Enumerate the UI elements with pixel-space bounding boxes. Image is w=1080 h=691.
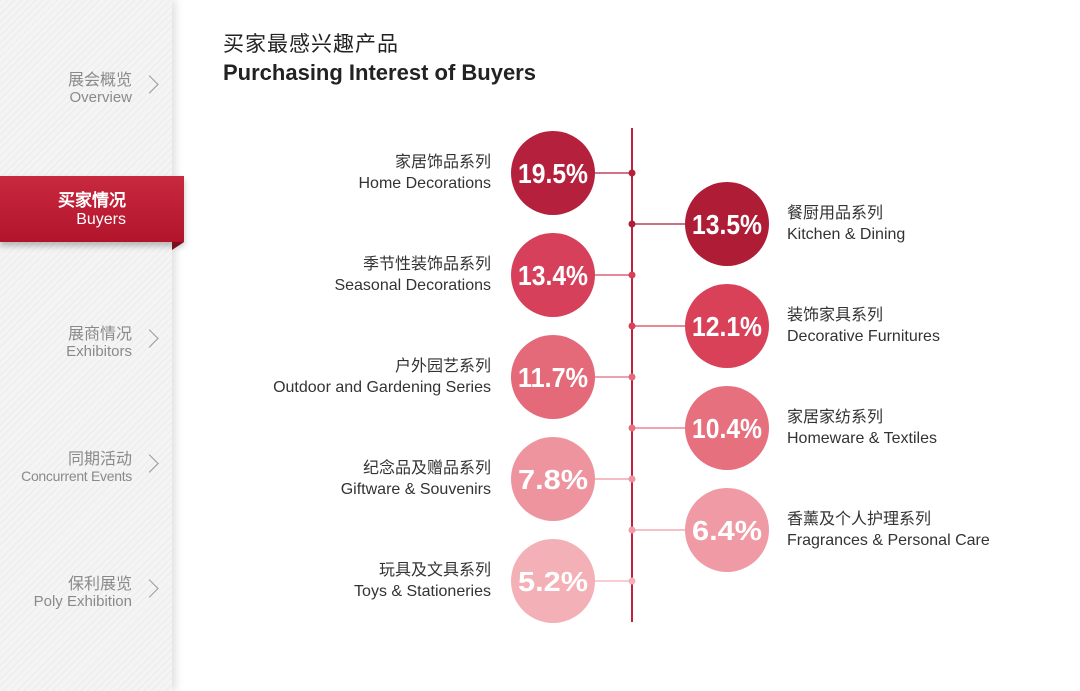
- category-label-en: Home Decorations: [358, 175, 492, 192]
- sidebar-item-label-en: Buyers: [76, 211, 126, 228]
- category-label-en: Kitchen & Dining: [787, 226, 906, 243]
- sidebar-item-concurrent-events[interactable]: 同期活动 Concurrent Events: [0, 437, 172, 497]
- category-label-en: Giftware & Souvenirs: [340, 481, 491, 498]
- sidebar-item-label-zh: 展商情况: [67, 324, 132, 343]
- category-label: 餐厨用品系列 Kitchen & Dining: [787, 202, 905, 246]
- bubble: [511, 131, 595, 215]
- category-label-zh: 餐厨用品系列: [787, 203, 884, 222]
- axis-dot: [628, 373, 636, 381]
- axis-dot: [628, 322, 636, 330]
- bubble: [511, 437, 595, 521]
- axis-dot: [628, 475, 636, 483]
- sidebar-item-label-en: Exhibitors: [66, 343, 132, 360]
- bubble: [685, 284, 769, 368]
- category-label: 玩具及文具系列 Toys & Stationeries: [354, 559, 491, 603]
- bubble: [511, 335, 595, 419]
- sidebar: 展会概览 Overview 展商情况 Exhibitors 同期活动 Concu…: [0, 0, 172, 691]
- data-label: 6.4%: [692, 515, 762, 546]
- category-label-en: Toys & Stationeries: [354, 583, 491, 600]
- sidebar-item-label-zh: 保利展览: [67, 574, 132, 593]
- sidebar-item-label-zh: 展会概览: [67, 70, 132, 89]
- data-label: 11.7%: [518, 362, 588, 393]
- bubble: [685, 182, 769, 266]
- category-label: 家居饰品系列 Home Decorations: [359, 151, 492, 195]
- category-label-zh: 季节性装饰品系列: [362, 254, 491, 273]
- sidebar-item-label-en: Poly Exhibition: [33, 593, 132, 610]
- category-label: 装饰家具系列 Decorative Furnitures: [787, 304, 940, 348]
- data-label: 5.2%: [518, 566, 588, 597]
- page-title-zh: 买家最感兴趣产品: [223, 32, 399, 56]
- bubble: [685, 488, 769, 572]
- category-label-en: Fragrances & Personal Care: [787, 532, 990, 549]
- sidebar-item-overview[interactable]: 展会概览 Overview: [0, 58, 172, 118]
- sidebar-item-label-zh: 同期活动: [67, 449, 132, 468]
- category-label-zh: 户外园艺系列: [394, 356, 491, 375]
- category-label: 纪念品及赠品系列 Giftware & Souvenirs: [341, 457, 491, 501]
- sidebar-item-poly-exhibition[interactable]: 保利展览 Poly Exhibition: [0, 562, 172, 622]
- sidebar-item-label-en: Overview: [69, 89, 132, 106]
- bubble: [511, 233, 595, 317]
- category-label-zh: 香薰及个人护理系列: [787, 509, 932, 528]
- category-label: 户外园艺系列 Outdoor and Gardening Series: [273, 355, 491, 399]
- category-label-zh: 玩具及文具系列: [378, 560, 491, 579]
- axis-dot: [628, 220, 636, 228]
- axis-dot: [628, 169, 636, 177]
- sidebar-item-label-zh: 买家情况: [58, 191, 126, 211]
- data-label: 7.8%: [518, 464, 588, 495]
- category-label: 季节性装饰品系列 Seasonal Decorations: [334, 253, 491, 297]
- active-tab-fold: [172, 242, 184, 250]
- data-label: 13.4%: [518, 260, 588, 291]
- axis-dot: [628, 577, 636, 585]
- category-label-zh: 家居饰品系列: [394, 152, 491, 171]
- category-label: 家居家纺系列 Homeware & Textiles: [787, 406, 937, 450]
- category-label-zh: 装饰家具系列: [787, 305, 884, 324]
- category-label-en: Decorative Furnitures: [787, 328, 940, 345]
- axis-dot: [628, 526, 636, 534]
- page-title-en: Purchasing Interest of Buyers: [223, 60, 536, 85]
- data-label: 12.1%: [692, 311, 762, 342]
- sidebar-item-buyers[interactable]: 买家情况 Buyers: [0, 176, 184, 242]
- data-label: 10.4%: [692, 413, 762, 444]
- category-label-zh: 纪念品及赠品系列: [362, 458, 491, 477]
- sidebar-item-label-en: Concurrent Events: [21, 468, 132, 484]
- data-label: 13.5%: [692, 209, 762, 240]
- sidebar-item-exhibitors[interactable]: 展商情况 Exhibitors: [0, 312, 172, 372]
- axis-dot: [628, 271, 636, 279]
- data-label: 19.5%: [518, 158, 588, 189]
- category-label-en: Homeware & Textiles: [787, 430, 937, 447]
- bubble: [685, 386, 769, 470]
- category-label-zh: 家居家纺系列: [787, 407, 884, 426]
- category-label-en: Seasonal Decorations: [334, 277, 491, 294]
- category-label-en: Outdoor and Gardening Series: [273, 379, 491, 396]
- axis-dot: [628, 424, 636, 432]
- bubble: [511, 539, 595, 623]
- category-label: 香薰及个人护理系列 Fragrances & Personal Care: [787, 508, 990, 552]
